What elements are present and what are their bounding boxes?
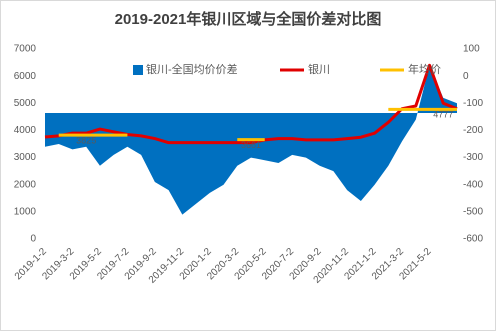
line xyxy=(44,63,458,145)
y-tick-label: 6000 xyxy=(14,71,37,82)
legend-label: 银川-全国均价价差 xyxy=(146,62,238,76)
y2-tick-label: -500 xyxy=(463,206,483,217)
y2-tick-label: -100 xyxy=(463,98,483,109)
y-tick-label: 7000 xyxy=(14,44,37,55)
y-tick-label: 5000 xyxy=(14,98,37,109)
legend-label: 银川 xyxy=(308,62,330,76)
y-tick-label: 0 xyxy=(30,234,36,245)
y-tick-label: 1000 xyxy=(14,206,37,217)
y2-tick-label: -300 xyxy=(463,152,483,163)
y-tick-label: 4000 xyxy=(14,125,37,136)
data-label: 3661 xyxy=(241,140,261,150)
data-label: 3825 xyxy=(76,136,96,146)
legend-label: 年均价 xyxy=(408,62,441,76)
data-label: 4777 xyxy=(433,110,453,120)
y2-tick-label: 100 xyxy=(463,44,480,55)
chart-title: 2019-2021年银川区域与全国价差对比图 xyxy=(115,10,382,28)
y-tick-label: 3000 xyxy=(14,152,37,163)
y2-tick-label: -600 xyxy=(463,234,483,245)
line xyxy=(58,107,457,142)
y-tick-label: 2000 xyxy=(14,179,37,190)
y2-tick-label: -200 xyxy=(463,125,483,136)
y2-tick-label: 0 xyxy=(463,71,469,82)
legend-swatch xyxy=(133,65,143,75)
y2-tick-label: -400 xyxy=(463,179,483,190)
